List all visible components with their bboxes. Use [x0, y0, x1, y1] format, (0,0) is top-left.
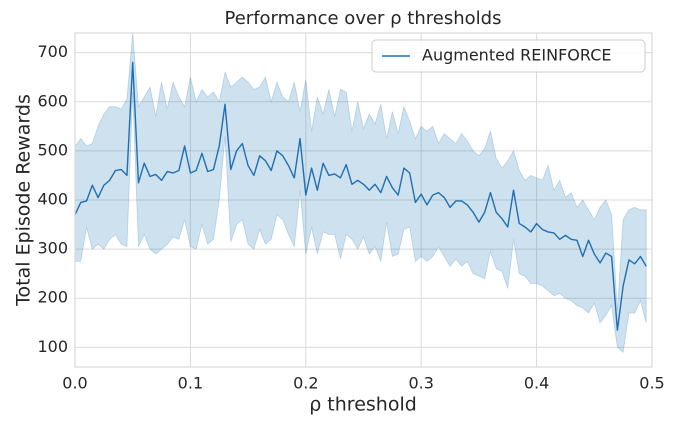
legend-box	[371, 39, 646, 73]
y-tick-label: 700	[37, 42, 68, 61]
x-tick-label: 0.1	[178, 374, 203, 393]
chart-title: Performance over ρ thresholds	[225, 8, 502, 29]
plot	[74, 32, 647, 354]
x-tick-label: 0.3	[408, 374, 433, 393]
y-tick-label: 400	[37, 190, 68, 209]
plot-frame	[74, 32, 653, 368]
x-tick-label: 0.0	[62, 374, 87, 393]
x-tick-label: 0.5	[639, 374, 664, 393]
data-line	[74, 61, 647, 331]
legend-label: Augmented REINFORCE	[422, 46, 611, 65]
y-tick-label: 200	[37, 288, 68, 307]
x-tick-label: 0.4	[524, 374, 549, 393]
y-tick-label: 500	[37, 140, 68, 159]
x-tick-label: 0.2	[293, 374, 318, 393]
y-tick-label: 100	[37, 337, 68, 356]
y-axis-label: Total Episode Rewards	[13, 94, 35, 307]
y-tick-label: 300	[37, 239, 68, 258]
x-axis-label: ρ threshold	[309, 394, 417, 416]
y-tick-label: 600	[37, 91, 68, 110]
grid	[74, 33, 653, 367]
legend: Augmented REINFORCE	[371, 39, 646, 73]
confidence-band	[74, 32, 647, 354]
